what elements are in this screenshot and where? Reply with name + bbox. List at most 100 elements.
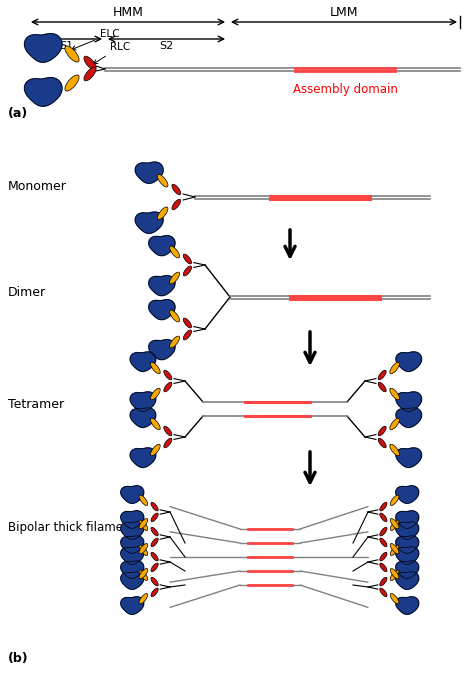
- Ellipse shape: [380, 502, 387, 511]
- Polygon shape: [135, 212, 163, 234]
- Polygon shape: [396, 511, 419, 528]
- Ellipse shape: [65, 46, 79, 62]
- Ellipse shape: [390, 520, 399, 530]
- Ellipse shape: [390, 594, 399, 604]
- Polygon shape: [121, 536, 144, 553]
- Text: Dimer: Dimer: [8, 286, 46, 298]
- Ellipse shape: [164, 382, 172, 392]
- Ellipse shape: [139, 520, 148, 530]
- Ellipse shape: [390, 444, 400, 455]
- Text: RLC: RLC: [93, 42, 130, 64]
- Ellipse shape: [151, 552, 158, 561]
- Ellipse shape: [183, 330, 191, 340]
- Ellipse shape: [151, 418, 160, 430]
- Polygon shape: [135, 162, 163, 183]
- Ellipse shape: [380, 527, 387, 536]
- Ellipse shape: [170, 246, 180, 258]
- Polygon shape: [121, 522, 144, 539]
- Text: S2: S2: [159, 41, 173, 51]
- Ellipse shape: [157, 207, 168, 220]
- Ellipse shape: [390, 388, 400, 400]
- Polygon shape: [396, 486, 419, 504]
- Ellipse shape: [151, 502, 158, 511]
- Polygon shape: [121, 597, 144, 614]
- Polygon shape: [149, 300, 175, 319]
- Polygon shape: [396, 536, 419, 553]
- Ellipse shape: [380, 552, 387, 561]
- Ellipse shape: [390, 569, 399, 579]
- Polygon shape: [396, 448, 421, 467]
- Ellipse shape: [183, 254, 191, 264]
- Ellipse shape: [380, 588, 387, 597]
- Text: Monomer: Monomer: [8, 181, 67, 194]
- Ellipse shape: [164, 438, 172, 448]
- Polygon shape: [121, 511, 144, 528]
- Ellipse shape: [151, 513, 158, 521]
- Ellipse shape: [139, 519, 148, 529]
- Ellipse shape: [151, 588, 158, 597]
- Ellipse shape: [390, 543, 399, 554]
- Ellipse shape: [170, 310, 180, 322]
- Ellipse shape: [164, 426, 172, 436]
- Ellipse shape: [170, 336, 180, 348]
- Text: (a): (a): [8, 107, 28, 120]
- Ellipse shape: [139, 570, 148, 581]
- Ellipse shape: [151, 538, 158, 547]
- Ellipse shape: [390, 570, 399, 581]
- Polygon shape: [25, 78, 62, 106]
- Ellipse shape: [390, 495, 399, 506]
- Ellipse shape: [378, 382, 386, 392]
- Ellipse shape: [378, 426, 386, 436]
- Ellipse shape: [157, 174, 168, 187]
- Polygon shape: [149, 236, 175, 256]
- Polygon shape: [121, 547, 144, 564]
- Ellipse shape: [390, 362, 400, 374]
- Ellipse shape: [65, 75, 79, 91]
- Ellipse shape: [139, 569, 148, 579]
- Ellipse shape: [390, 519, 399, 529]
- Polygon shape: [121, 561, 144, 578]
- Polygon shape: [396, 392, 421, 412]
- Ellipse shape: [151, 444, 160, 455]
- Polygon shape: [396, 522, 419, 539]
- Text: S1: S1: [59, 41, 73, 51]
- Ellipse shape: [378, 438, 386, 448]
- Polygon shape: [396, 561, 419, 578]
- Text: HMM: HMM: [112, 6, 144, 19]
- Ellipse shape: [390, 545, 399, 556]
- Ellipse shape: [378, 370, 386, 380]
- Ellipse shape: [151, 577, 158, 586]
- Text: LMM: LMM: [330, 6, 358, 19]
- Ellipse shape: [151, 527, 158, 536]
- Ellipse shape: [84, 67, 96, 81]
- Text: ELC: ELC: [72, 29, 119, 50]
- Ellipse shape: [172, 199, 181, 210]
- Ellipse shape: [380, 538, 387, 547]
- Text: Assembly domain: Assembly domain: [292, 83, 397, 96]
- Polygon shape: [130, 352, 156, 372]
- Ellipse shape: [380, 513, 387, 521]
- Ellipse shape: [183, 318, 191, 328]
- Polygon shape: [149, 339, 175, 360]
- Ellipse shape: [170, 272, 180, 284]
- Text: Tetramer: Tetramer: [8, 398, 64, 411]
- Ellipse shape: [164, 370, 172, 380]
- Ellipse shape: [172, 184, 181, 194]
- Ellipse shape: [183, 266, 191, 276]
- Ellipse shape: [151, 388, 160, 400]
- Polygon shape: [130, 448, 156, 467]
- Ellipse shape: [390, 418, 400, 430]
- Ellipse shape: [139, 545, 148, 556]
- Ellipse shape: [380, 563, 387, 572]
- Ellipse shape: [380, 577, 387, 586]
- Ellipse shape: [151, 563, 158, 572]
- Polygon shape: [396, 547, 419, 564]
- Text: (b): (b): [8, 652, 28, 665]
- Polygon shape: [121, 486, 144, 504]
- Polygon shape: [25, 34, 62, 63]
- Polygon shape: [130, 408, 156, 427]
- Ellipse shape: [139, 594, 148, 604]
- Polygon shape: [130, 392, 156, 412]
- Polygon shape: [121, 572, 144, 589]
- Ellipse shape: [84, 56, 96, 70]
